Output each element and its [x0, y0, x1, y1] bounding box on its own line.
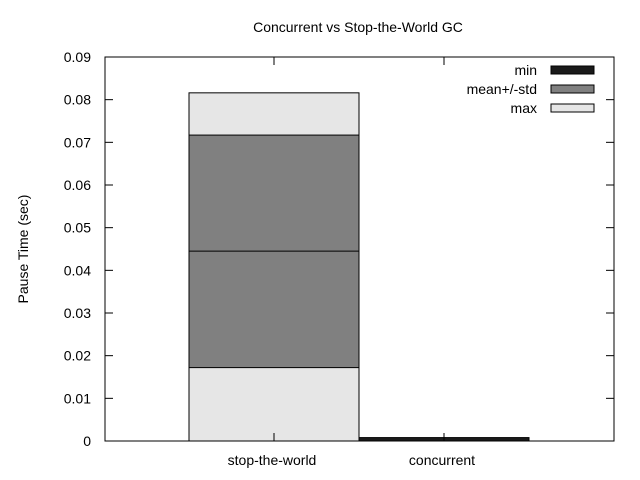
legend-label: mean+/-std [467, 81, 537, 97]
x-tick-label: stop-the-world [228, 452, 317, 468]
y-tick-label: 0.07 [64, 134, 91, 150]
y-tick-label: 0.05 [64, 220, 91, 236]
legend-swatch [550, 103, 595, 113]
legend-label: min [514, 62, 537, 78]
x-tick-label: concurrent [409, 452, 475, 468]
y-tick-label: 0.02 [64, 348, 91, 364]
y-tick-label: 0.04 [64, 262, 91, 278]
legend: min mean+/-std max [467, 62, 595, 116]
y-tick-label: 0.09 [64, 49, 91, 65]
y-tick-label: 0 [83, 433, 91, 449]
legend-swatch [550, 84, 595, 94]
legend-label: max [511, 100, 537, 116]
plot-area: 0 0.01 0.02 0.03 0.04 0.05 0.06 0.07 0.08 0.09 sto… [64, 49, 615, 468]
y-tick-label: 0.06 [64, 177, 91, 193]
legend-swatch [550, 65, 595, 75]
y-axis-label: Pause Time (sec) [15, 195, 31, 304]
y-tick-label: 0.03 [64, 305, 91, 321]
y-tick-label: 0.01 [64, 390, 91, 406]
y-tick-label: 0.08 [64, 92, 91, 108]
plot-frame [104, 56, 615, 442]
chart-title: Concurrent vs Stop-the-World GC [253, 19, 463, 35]
